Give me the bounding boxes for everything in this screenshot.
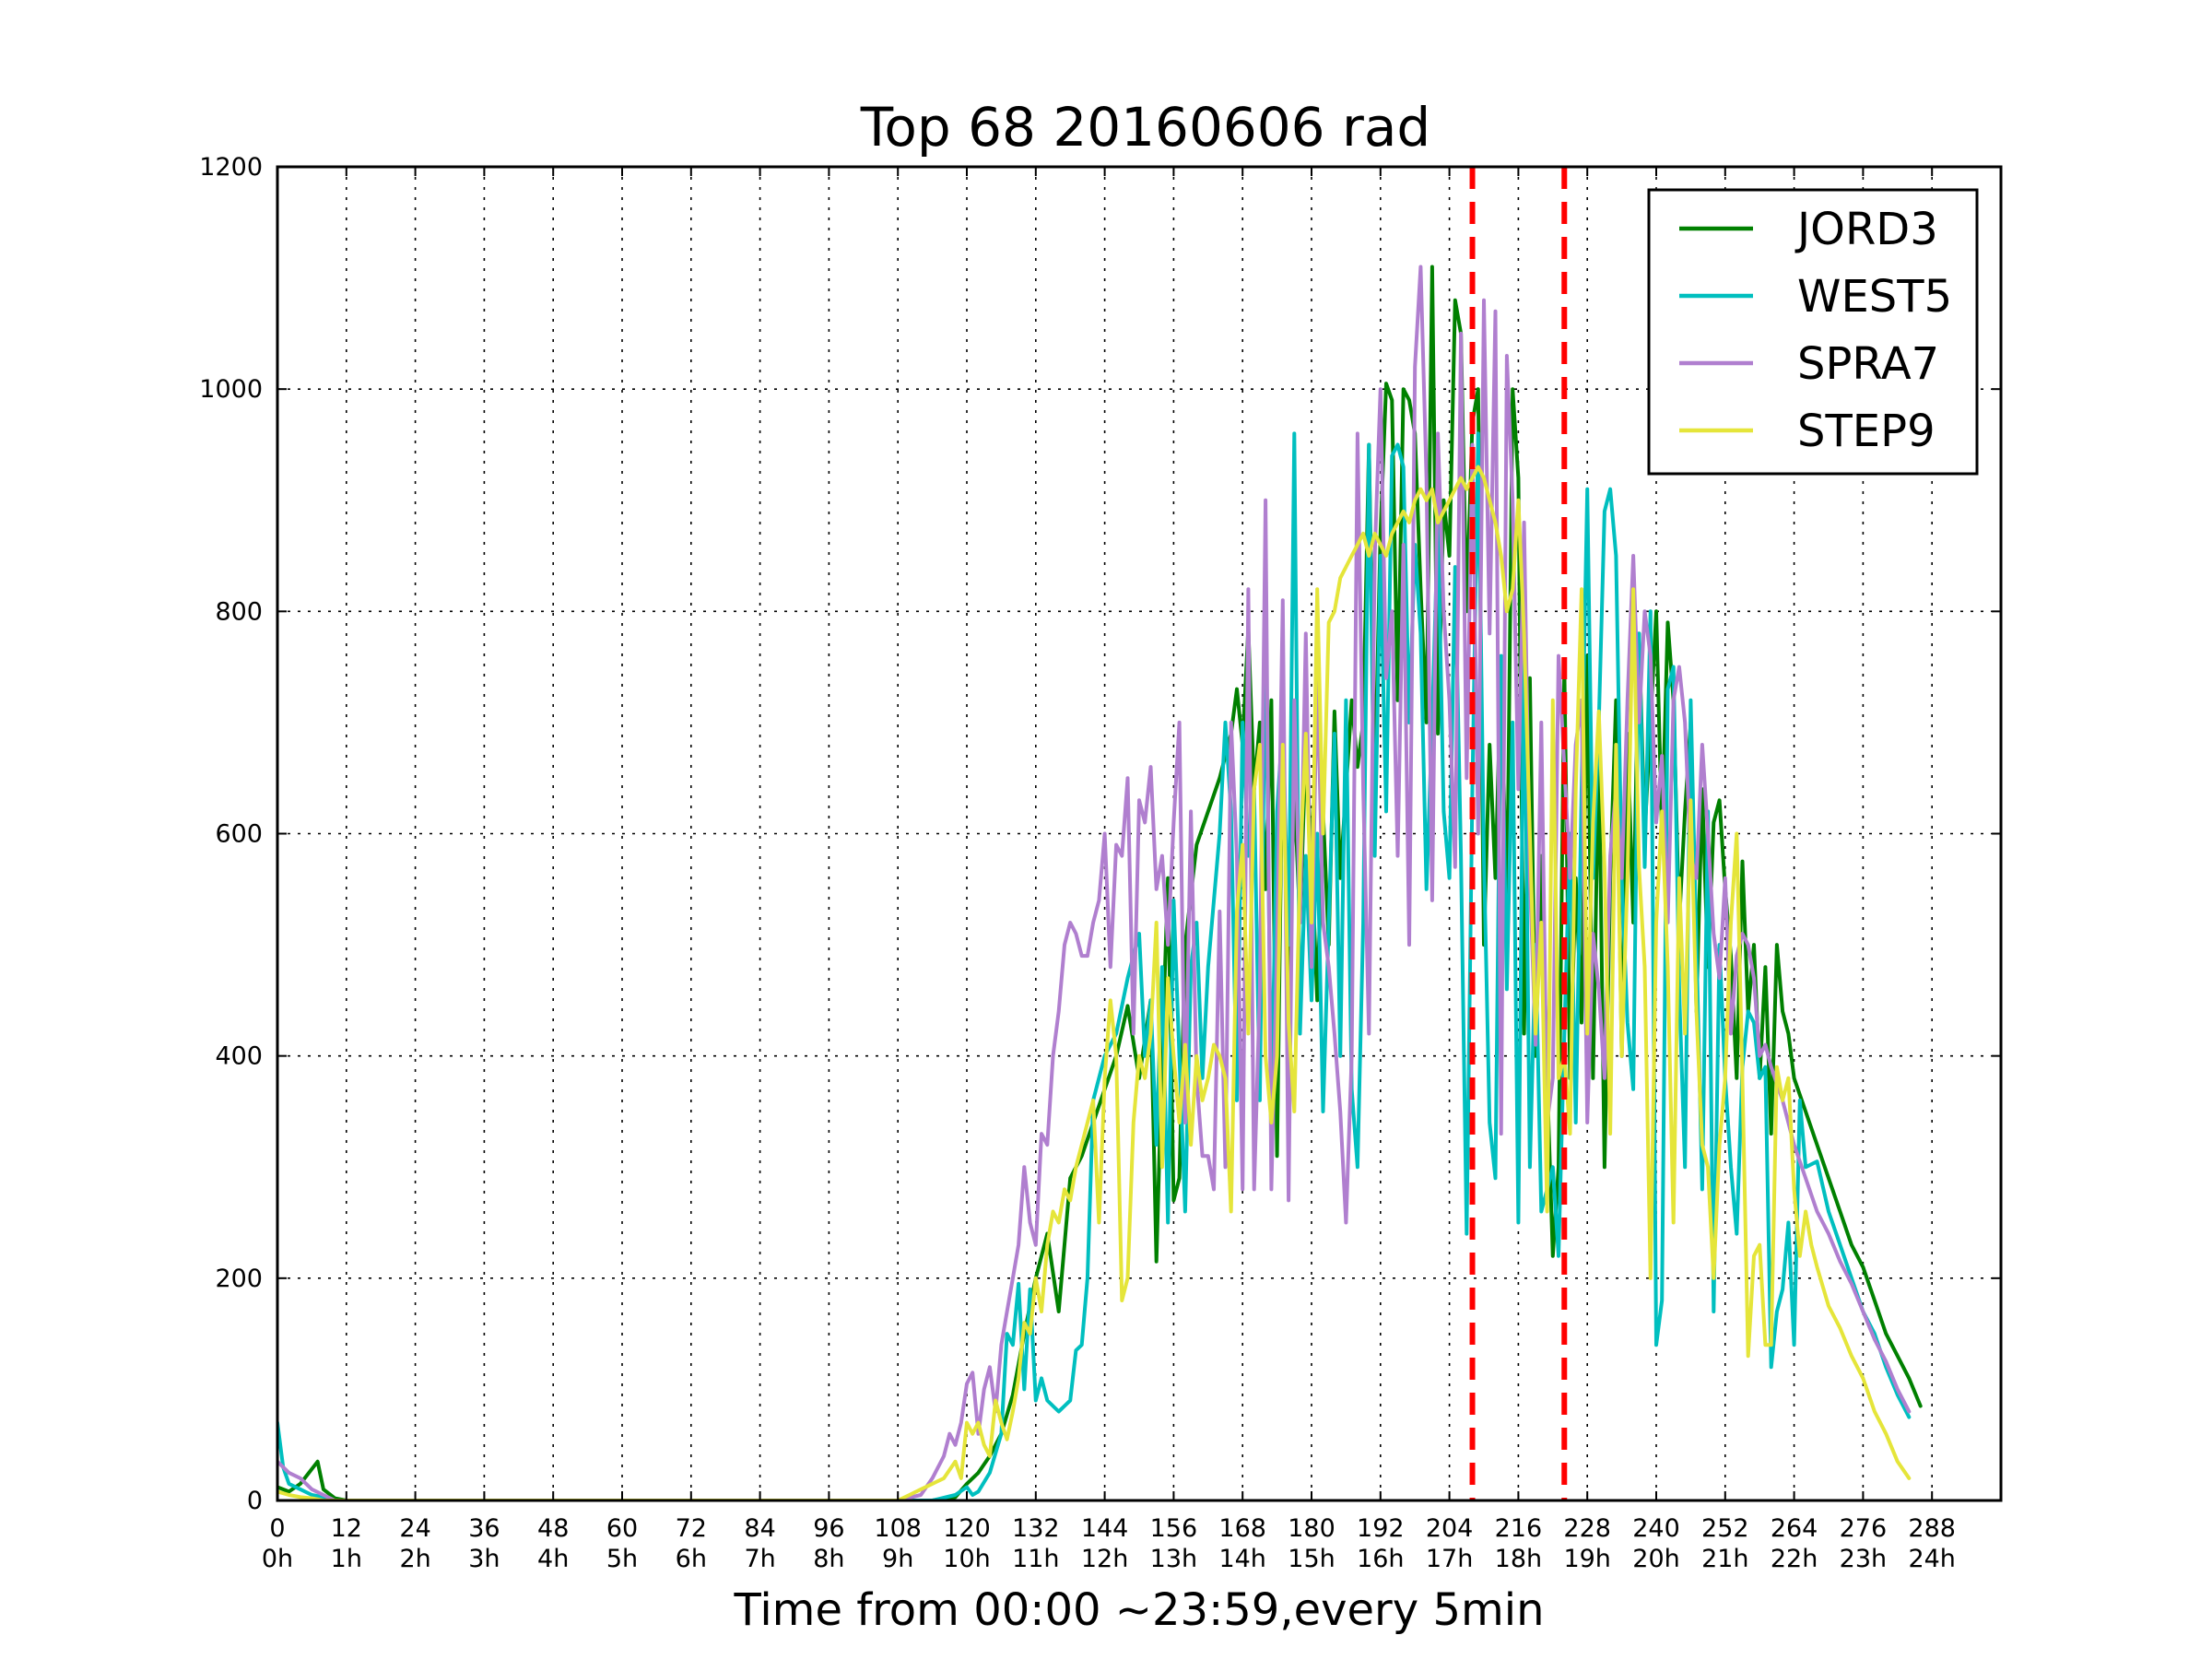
- x-tick-hour-label: 10h: [943, 1545, 990, 1573]
- x-tick-label: 156: [1150, 1514, 1198, 1543]
- series-lines: [277, 265, 1923, 1500]
- x-tick-hour-label: 5h: [606, 1545, 638, 1573]
- x-tick-label: 240: [1632, 1514, 1680, 1543]
- x-tick-hour-label: 4h: [537, 1545, 569, 1573]
- x-tick-hour-label: 13h: [1150, 1545, 1197, 1573]
- chart-title: Top 68 20160606 rad: [860, 96, 1430, 159]
- x-tick-label: 264: [1771, 1514, 1818, 1543]
- x-tick-label: 204: [1426, 1514, 1474, 1543]
- x-tick-hour-label: 1h: [331, 1545, 362, 1573]
- plot-area: [277, 265, 1923, 1500]
- tick-labels: 00h121h242h363h484h605h726h847h968h1089h…: [199, 153, 2001, 1573]
- x-tick-label: 252: [1701, 1514, 1749, 1543]
- x-tick-label: 276: [1840, 1514, 1888, 1543]
- x-tick-hour-label: 6h: [676, 1545, 707, 1573]
- legend-box: [1647, 188, 1979, 476]
- x-tick-hour-label: 24h: [1908, 1545, 1955, 1573]
- x-tick-hour-label: 7h: [744, 1545, 775, 1573]
- x-tick-hour-label: 16h: [1357, 1545, 1404, 1573]
- series-line-spra7: [277, 265, 1912, 1500]
- x-tick-label: 36: [468, 1514, 500, 1543]
- x-axis-label: Time from 00:00 ~23:59,every 5min: [734, 1584, 1545, 1636]
- x-tick-hour-label: 20h: [1632, 1545, 1679, 1573]
- x-tick-label: 72: [676, 1514, 707, 1543]
- reference-lines: [1469, 167, 1568, 1500]
- y-tick-label: 1200: [199, 153, 263, 182]
- legend-label: SPRA7: [1797, 338, 1939, 390]
- x-tick-label: 60: [606, 1514, 638, 1543]
- legend-label: WEST5: [1797, 271, 1952, 323]
- legend: JORD3 WEST5 SPRA7 STEP9: [1647, 188, 1979, 476]
- x-tick-hour-label: 15h: [1288, 1545, 1335, 1573]
- y-tick-label: 0: [247, 1487, 263, 1515]
- x-tick-label: 132: [1012, 1514, 1060, 1543]
- series-line-step9: [277, 465, 1912, 1500]
- x-tick-label: 84: [744, 1514, 775, 1543]
- x-tick-label: 192: [1357, 1514, 1405, 1543]
- x-tick-label: 168: [1218, 1514, 1266, 1543]
- x-tick-label: 120: [943, 1514, 991, 1543]
- x-tick-hour-label: 22h: [1771, 1545, 1818, 1573]
- x-tick-label: 108: [874, 1514, 922, 1543]
- x-tick-hour-label: 19h: [1563, 1545, 1610, 1573]
- x-tick-hour-label: 9h: [882, 1545, 913, 1573]
- x-tick-label: 0: [269, 1514, 285, 1543]
- x-tick-hour-label: 18h: [1495, 1545, 1542, 1573]
- x-tick-hour-label: 8h: [813, 1545, 844, 1573]
- x-tick-label: 180: [1288, 1514, 1335, 1543]
- x-tick-hour-label: 11h: [1012, 1545, 1059, 1573]
- y-tick-label: 1000: [199, 375, 263, 404]
- x-tick-hour-label: 17h: [1426, 1545, 1473, 1573]
- legend-label: STEP9: [1797, 406, 1936, 457]
- x-tick-label: 144: [1081, 1514, 1129, 1543]
- x-tick-hour-label: 14h: [1218, 1545, 1265, 1573]
- x-tick-label: 216: [1495, 1514, 1543, 1543]
- x-tick-label: 12: [331, 1514, 362, 1543]
- x-tick-hour-label: 3h: [468, 1545, 500, 1573]
- x-tick-label: 24: [399, 1514, 430, 1543]
- x-tick-label: 48: [537, 1514, 569, 1543]
- y-tick-label: 400: [215, 1042, 263, 1071]
- x-tick-hour-label: 21h: [1701, 1545, 1748, 1573]
- y-tick-label: 600: [215, 820, 263, 849]
- x-tick-hour-label: 12h: [1081, 1545, 1128, 1573]
- y-tick-label: 800: [215, 597, 263, 626]
- x-tick-hour-label: 0h: [262, 1545, 293, 1573]
- x-tick-label: 228: [1563, 1514, 1611, 1543]
- x-tick-hour-label: 23h: [1840, 1545, 1887, 1573]
- x-tick-hour-label: 2h: [399, 1545, 430, 1573]
- x-tick-label: 288: [1908, 1514, 1956, 1543]
- legend-label: JORD3: [1794, 204, 1938, 255]
- x-tick-label: 96: [813, 1514, 844, 1543]
- y-tick-label: 200: [215, 1265, 263, 1293]
